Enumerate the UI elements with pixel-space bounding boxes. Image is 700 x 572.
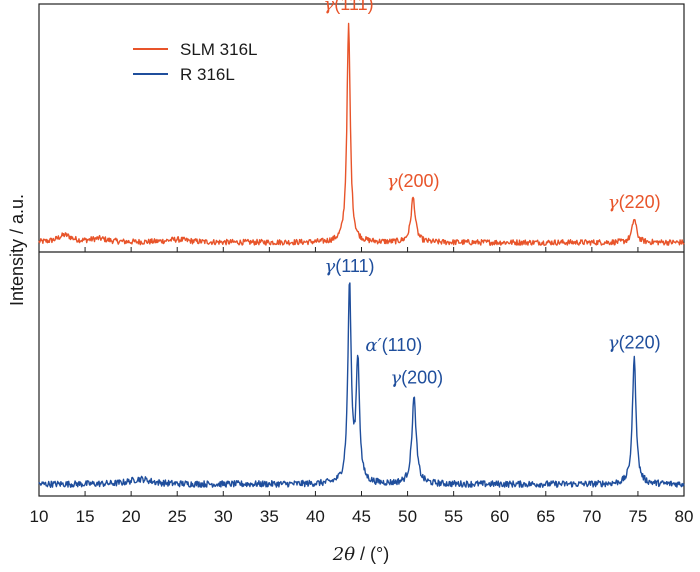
peak-label-symbol: γ	[324, 0, 335, 15]
peak-label-slm-0: γ(111)	[324, 0, 374, 15]
peak-label-slm-1: γ(200)	[387, 171, 440, 192]
legend: SLM 316L R 316L	[133, 40, 258, 84]
peak-label-index: (220)	[619, 333, 661, 353]
x-tick-label-75: 75	[628, 507, 647, 526]
peak-label-r-1: α′(110)	[365, 335, 422, 356]
y-axis-label: Intensity / a.u.	[7, 194, 27, 306]
tick-layer: 10 15 20 25 30 35 40 45 50 55 60 65 70 75 80	[30, 247, 694, 526]
x-tick-label-30: 30	[214, 507, 233, 526]
series-layer	[38, 22, 685, 488]
x-tick-label-70: 70	[582, 507, 601, 526]
peak-label-index: (200)	[401, 367, 443, 387]
x-axis-label-symbol: 2θ	[332, 544, 355, 565]
peak-label-index: (111)	[335, 256, 374, 276]
x-tick-label-40: 40	[306, 507, 325, 526]
legend-label-r: R 316L	[180, 65, 235, 84]
peak-label-index: (111)	[334, 0, 373, 14]
peak-label-index: (200)	[397, 171, 439, 191]
peak-label-symbol: γ	[608, 192, 619, 213]
x-tick-label-55: 55	[444, 507, 463, 526]
annotation-layer: γ(111)γ(200)γ(220)γ(111)α′(110)γ(200)γ(2…	[324, 0, 661, 388]
peak-label-symbol: γ	[387, 171, 398, 192]
series-line-slm-316l	[38, 22, 685, 246]
x-tick-label-10: 10	[30, 507, 49, 526]
x-tick-label-80: 80	[675, 507, 694, 526]
x-tick-label-15: 15	[76, 507, 95, 526]
peak-label-symbol: γ	[390, 367, 401, 388]
x-tick-label-45: 45	[352, 507, 371, 526]
x-axis-label: 2θ / (°)	[332, 544, 390, 565]
peak-label-r-3: γ(220)	[608, 333, 661, 354]
peak-label-symbol: γ	[608, 333, 619, 354]
x-tick-label-50: 50	[398, 507, 417, 526]
peak-label-index: (110)	[382, 335, 423, 355]
x-tick-label-65: 65	[536, 507, 555, 526]
peak-label-symbol: α′	[365, 335, 381, 356]
x-tick-label-60: 60	[490, 507, 509, 526]
peak-label-r-0: γ(111)	[324, 256, 374, 277]
x-tick-label-25: 25	[168, 507, 187, 526]
x-tick-label-20: 20	[122, 507, 141, 526]
series-line-r-316l	[38, 282, 685, 488]
peak-label-r-2: γ(200)	[390, 367, 443, 388]
peak-label-slm-2: γ(220)	[608, 192, 661, 213]
peak-label-index: (220)	[619, 192, 661, 212]
legend-label-slm: SLM 316L	[180, 40, 258, 59]
x-tick-label-35: 35	[260, 507, 279, 526]
peak-label-symbol: γ	[324, 256, 335, 277]
x-axis-label-unit: / (°)	[355, 544, 389, 564]
